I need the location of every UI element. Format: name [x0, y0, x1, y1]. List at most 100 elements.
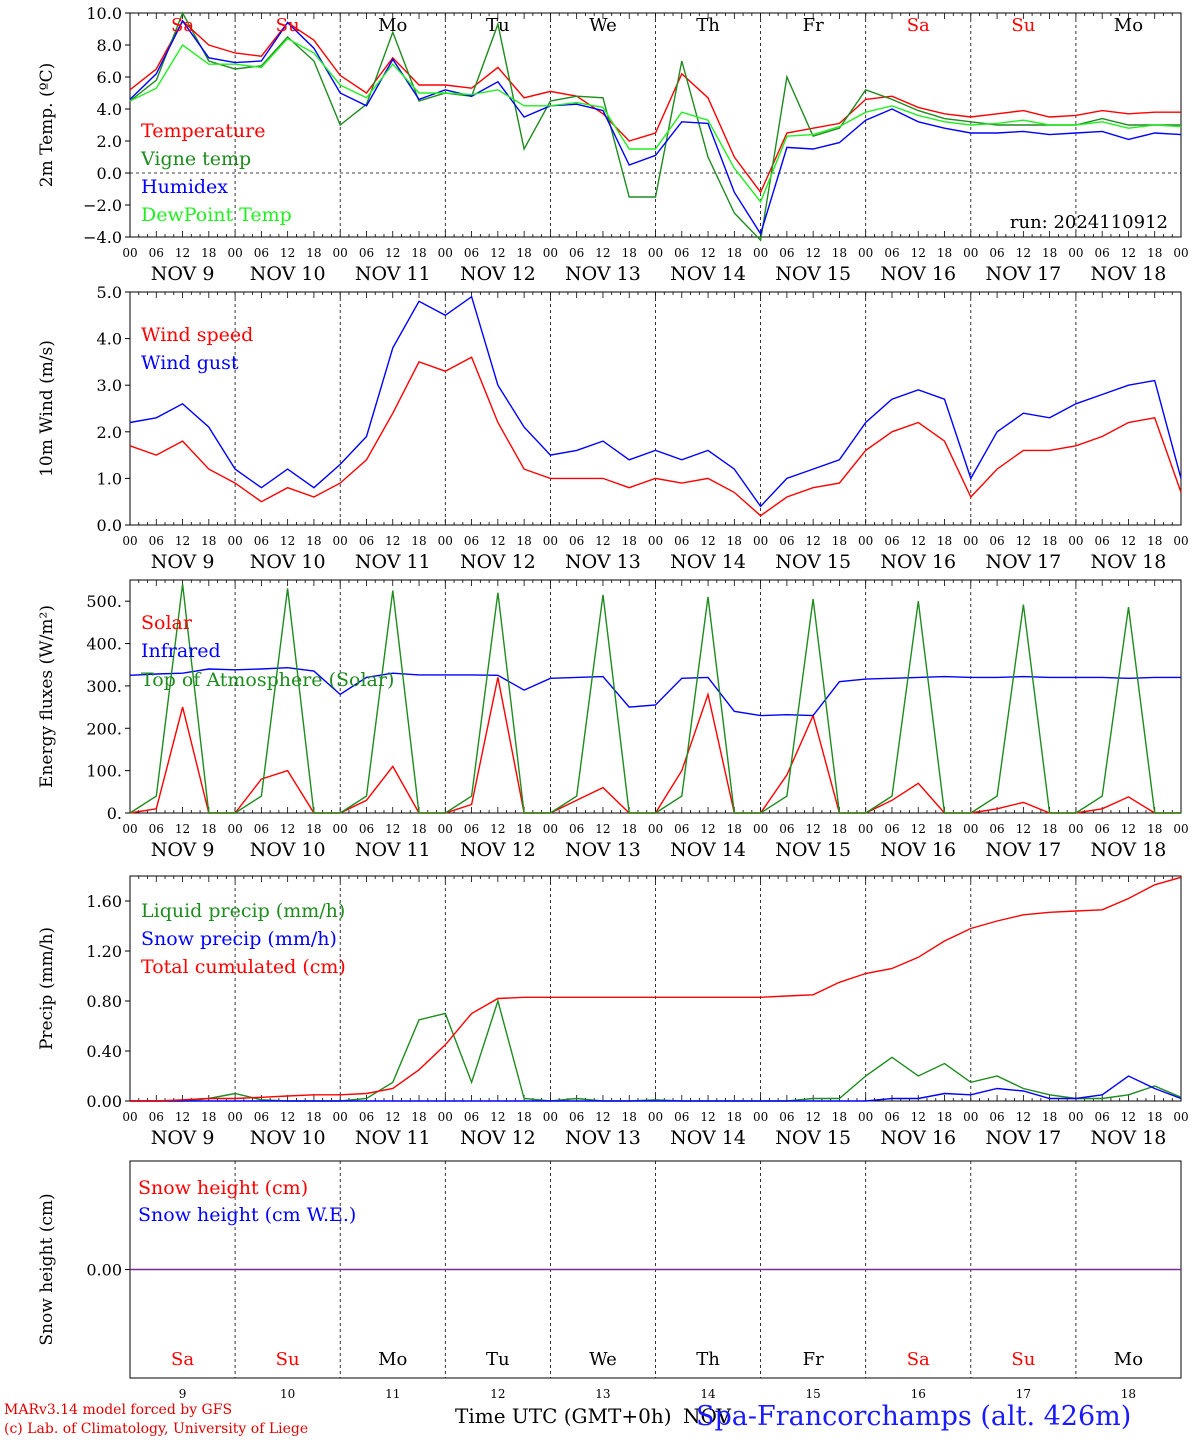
x-hour-label: 12 [175, 822, 190, 836]
legend-entry: Humidex [141, 176, 228, 198]
series-line [129, 37, 1182, 204]
x-hour-label: 18 [832, 534, 847, 548]
x-day-label: NOV 17 [985, 1127, 1061, 1149]
x-day-label: NOV 16 [880, 263, 956, 285]
x-hour-label: 12 [385, 1110, 400, 1124]
weekday-label: Mo [378, 15, 407, 36]
x-hour-label: 06 [674, 246, 689, 260]
x-hour-label: 06 [779, 822, 794, 836]
x-hour-label: 12 [490, 822, 505, 836]
x-day-label: NOV 13 [565, 551, 641, 573]
weekday-label: Mo [1114, 15, 1143, 36]
y-tick-label: 4.0 [97, 100, 122, 119]
x-hour-label: 18 [516, 246, 531, 260]
x-hour-label: 00 [227, 822, 242, 836]
x-hour-label: 00 [1068, 822, 1083, 836]
legend-entry: DewPoint Temp [141, 204, 292, 226]
y-axis-label: 2m Temp. (ºC) [37, 63, 57, 188]
y-tick-label: −4.0 [83, 228, 122, 247]
x-hour-label: 06 [779, 1110, 794, 1124]
x-hour-label: 18 [306, 822, 321, 836]
series-line [129, 11, 1181, 242]
x-hour-label: 06 [464, 822, 479, 836]
x-hour-label: 00 [438, 534, 453, 548]
day-number: 14 [700, 1387, 716, 1401]
y-axis-label: Precip (mm/h) [37, 927, 57, 1050]
y-tick-label: 0.00 [86, 1092, 122, 1111]
x-hour-label: 18 [411, 534, 426, 548]
x-hour-label: 12 [490, 1110, 505, 1124]
x-hour-label: 00 [227, 534, 242, 548]
x-hour-label: 00 [122, 534, 137, 548]
x-day-label: NOV 17 [985, 551, 1061, 573]
x-hour-label: 18 [1147, 822, 1162, 836]
x-day-label: NOV 17 [985, 839, 1061, 861]
x-hour-label: 06 [1095, 246, 1110, 260]
legend-entry: Snow height (cm W.E.) [138, 1204, 356, 1226]
x-hour-label: 00 [963, 534, 978, 548]
x-hour-label: 06 [884, 1110, 899, 1124]
x-hour-label: 06 [1095, 1110, 1110, 1124]
weekday-label: Sa [907, 15, 930, 36]
series-line [130, 1075, 1182, 1102]
x-day-label: NOV 9 [151, 839, 215, 861]
x-hour-label: 18 [306, 534, 321, 548]
station-label: Spa-Francorchamps (alt. 426m) [696, 1401, 1132, 1432]
x-hour-label: 18 [727, 822, 742, 836]
x-hour-label: 06 [149, 1110, 164, 1124]
x-hour-label: 12 [385, 534, 400, 548]
x-day-label: NOV 11 [355, 1127, 431, 1149]
x-hour-label: 00 [648, 246, 663, 260]
credit-line-1: MARv3.14 model forced by GFS [4, 1402, 233, 1418]
x-day-label: NOV 12 [460, 263, 536, 285]
x-hour-label: 12 [280, 534, 295, 548]
x-hour-label: 00 [438, 822, 453, 836]
panel-1: 00 06 12 18 00 06 12 18 00 06 12 18 00 06 12 18 00 06 12 18… [37, 4, 1189, 285]
x-hour-label: 00 [753, 534, 768, 548]
x-hour-label: 00 [1068, 1110, 1083, 1124]
x-hour-label: 12 [911, 534, 926, 548]
x-hour-label: 18 [201, 246, 216, 260]
y-tick-label: −2.0 [83, 196, 122, 215]
legend-entry: Vigne temp [140, 148, 251, 170]
weekday-label: Su [1011, 15, 1035, 36]
x-hour-label: 12 [806, 246, 821, 260]
weekday-label-bottom: Su [1011, 1349, 1035, 1370]
day-number: 11 [385, 1387, 400, 1401]
x-hour-label: 12 [490, 246, 505, 260]
x-hour-label: 00 [963, 246, 978, 260]
x-hour-label: 18 [1042, 1110, 1057, 1124]
x-hour-label: 18 [937, 246, 952, 260]
x-hour-label: 06 [989, 534, 1004, 548]
x-day-label: NOV 9 [151, 551, 215, 573]
x-hour-label: 18 [937, 822, 952, 836]
legend-entry: Top of Atmosphere (Solar) [141, 669, 394, 691]
x-hour-label: 06 [464, 246, 479, 260]
x-hour-label: 18 [1147, 1110, 1162, 1124]
weekday-label-bottom: Fr [803, 1349, 824, 1370]
x-day-label: NOV 18 [1091, 263, 1167, 285]
legend-entry: Liquid precip (mm/h) [141, 900, 345, 922]
x-hour-label: 00 [1068, 534, 1083, 548]
y-tick-label: 1.60 [86, 892, 122, 911]
weekday-label: Su [276, 15, 300, 36]
legend-entry: Solar [141, 612, 193, 634]
series-line [129, 356, 1182, 517]
x-hour-label: 12 [1121, 534, 1136, 548]
y-tick-label: 200. [86, 719, 122, 738]
x-hour-label: 06 [569, 246, 584, 260]
x-hour-label: 00 [753, 1110, 768, 1124]
x-hour-label: 00 [333, 1110, 348, 1124]
x-hour-label: 12 [806, 534, 821, 548]
x-hour-label: 12 [490, 534, 505, 548]
x-hour-label: 12 [911, 822, 926, 836]
x-hour-label: 00 [543, 246, 558, 260]
x-hour-label: 06 [674, 822, 689, 836]
day-number: 16 [911, 1387, 926, 1401]
panel-5: 0.00 Snow height (cm) Snow height (cm) Snow… [37, 1160, 1182, 1379]
x-hour-label: 06 [359, 534, 374, 548]
x-day-label: NOV 13 [565, 839, 641, 861]
x-hour-label: 18 [306, 246, 321, 260]
x-hour-label: 00 [543, 534, 558, 548]
legend-entry: Wind speed [141, 324, 253, 346]
